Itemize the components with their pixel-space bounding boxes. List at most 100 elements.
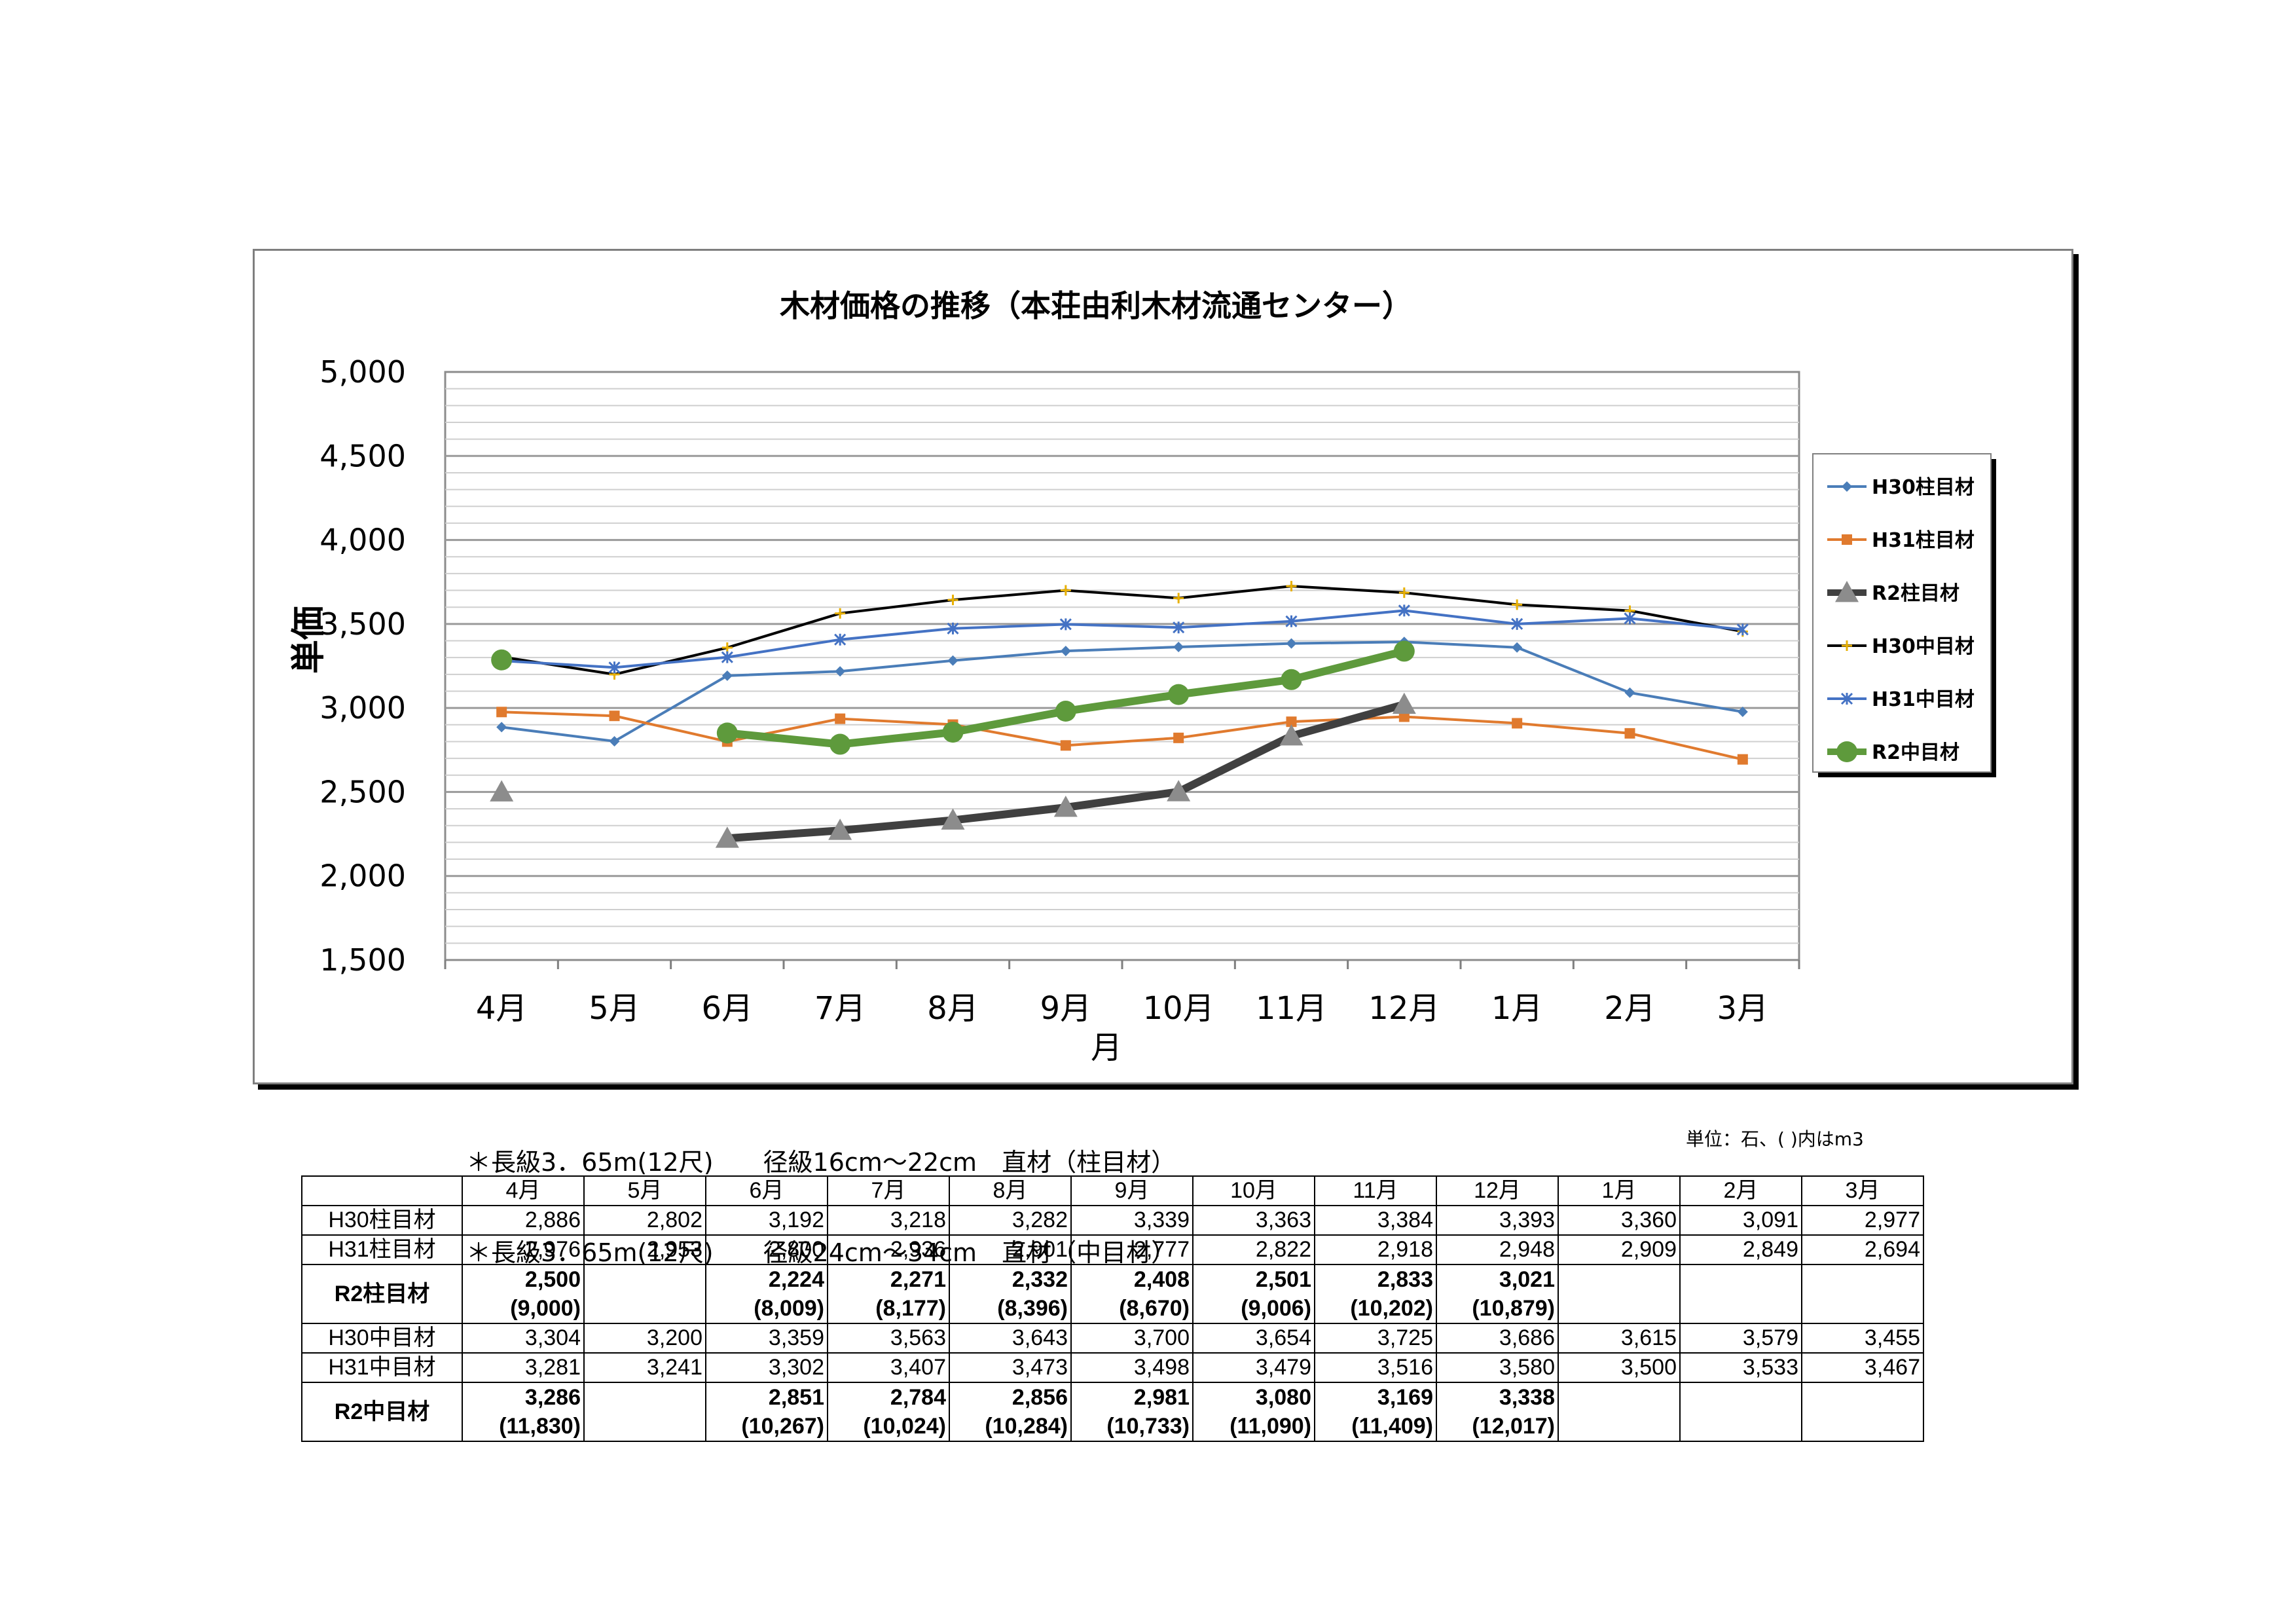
table-cell: 2,936 <box>827 1234 950 1265</box>
table-cell: 2,909 <box>1558 1234 1681 1265</box>
table-cell: 3,302 <box>705 1352 828 1383</box>
table-cell: 2,886 <box>462 1205 585 1236</box>
data-point <box>1059 618 1072 631</box>
table-cell <box>583 1382 706 1442</box>
x-tick-label: 8月 <box>927 990 979 1027</box>
y-axis-title: 単価 <box>289 606 329 674</box>
table-cell: 2,822 <box>1192 1234 1315 1265</box>
y-tick-label: 3,500 <box>319 606 406 642</box>
data-point <box>1173 593 1184 604</box>
table-cell-volume: (10,879) <box>1472 1296 1555 1321</box>
table-col-header: 1月 <box>1558 1175 1681 1206</box>
data-point <box>829 733 851 755</box>
legend-label: H30中目材 <box>1872 635 1975 658</box>
legend-marker <box>1836 741 1857 762</box>
data-point <box>947 622 959 635</box>
table-cell: 2,948 <box>1436 1234 1559 1265</box>
data-point <box>1512 599 1523 610</box>
data-point <box>609 710 620 722</box>
table-cell <box>1801 1382 1924 1442</box>
table-cell-value <box>1561 1383 1677 1412</box>
table-cell-value: 3,080 <box>1255 1385 1311 1410</box>
table-cell: 3,579 <box>1679 1323 1802 1354</box>
table-cell-value <box>1805 1383 1920 1412</box>
series-line <box>500 609 1744 669</box>
data-point <box>1285 615 1298 627</box>
table-cell-value: 2,851 <box>768 1385 824 1410</box>
table-col-header: 2月 <box>1679 1175 1802 1206</box>
table-cell-value: 2,500 <box>524 1267 581 1292</box>
table-cell: 2,976 <box>462 1234 585 1265</box>
table-cell-value <box>587 1383 702 1412</box>
table-cell <box>1558 1382 1681 1442</box>
price-table: 4月 5月 6月 7月 8月 9月 10月 11月 12月 1月 2月 3月 H30柱目材 2,886 2… <box>301 1175 1924 1442</box>
table-cell: 3,455 <box>1801 1323 1924 1354</box>
data-point <box>941 808 965 830</box>
chart-canvas: 木材価格の推移（本荘由利木材流通センター） 1,500 2,000 2,500 3,00… <box>289 288 1996 1066</box>
table-cell-volume <box>587 1412 702 1441</box>
data-point <box>716 722 738 744</box>
data-point <box>1512 718 1523 729</box>
table-cell: 3,516 <box>1314 1352 1437 1383</box>
table-cell-volume: (8,177) <box>875 1296 946 1321</box>
data-point <box>1286 638 1297 649</box>
x-tick-label: 10月 <box>1143 990 1214 1027</box>
legend-marker <box>1842 534 1852 545</box>
table-cell: 3,281 <box>462 1352 585 1383</box>
table-cell-value: 3,021 <box>1499 1267 1555 1292</box>
data-point <box>1511 618 1523 630</box>
table-cell: 2,953 <box>583 1234 706 1265</box>
table-cell-volume: (11,090) <box>1230 1414 1311 1439</box>
table-cell: 3,467 <box>1801 1352 1924 1383</box>
table-row: H30中目材 3,304 3,200 3,359 3,563 3,643 3,700 3,65… <box>301 1323 1924 1354</box>
table-cell-volume: (10,284) <box>985 1414 1068 1439</box>
table-cell-value <box>1683 1265 1798 1294</box>
table-row-label: H31柱目材 <box>301 1234 463 1265</box>
table-cell: 3,021 (10,879) <box>1436 1264 1559 1324</box>
table-cell-value <box>1683 1383 1798 1412</box>
x-tick-label: 11月 <box>1256 990 1327 1027</box>
x-tick-label: 4月 <box>476 990 528 1027</box>
y-tick-label: 4,500 <box>319 438 406 473</box>
data-point <box>1392 692 1416 714</box>
data-point <box>1624 728 1635 739</box>
table-cell: 3,359 <box>705 1323 828 1354</box>
table-row: H30柱目材 2,886 2,802 3,192 3,218 3,282 3,339 3,36… <box>301 1205 1924 1236</box>
data-point <box>947 595 958 606</box>
data-point <box>1624 612 1636 625</box>
x-tick-label: 3月 <box>1717 990 1769 1027</box>
data-point <box>1736 623 1749 636</box>
table-cell: 2,918 <box>1314 1234 1437 1265</box>
data-point <box>721 651 733 663</box>
data-point <box>947 655 958 666</box>
table-cell: 2,977 <box>1801 1205 1924 1236</box>
table-cell: 3,384 <box>1314 1205 1437 1236</box>
table-cell: 3,241 <box>583 1352 706 1383</box>
x-tick-label: 1月 <box>1491 990 1543 1027</box>
table-cell: 2,501 (9,006) <box>1192 1264 1315 1324</box>
table-cell-volume <box>1683 1412 1798 1441</box>
data-point <box>491 649 513 671</box>
legend-label: R2中目材 <box>1872 741 1959 764</box>
table-row: R2中目材 3,286 (11,830) 2,851 (10,267) 2,784 (10… <box>301 1382 1924 1442</box>
table-cell-value <box>1805 1265 1920 1294</box>
table-cell: 3,363 <box>1192 1205 1315 1236</box>
table-cell: 2,851 (10,267) <box>705 1382 828 1442</box>
chart-frame: 木材価格の推移（本荘由利木材流通センター） 1,500 2,000 2,500 3,00… <box>253 249 2073 1084</box>
table-col-header: 10月 <box>1192 1175 1315 1206</box>
table-cell-volume <box>1805 1294 1920 1323</box>
data-point <box>1512 642 1523 653</box>
table-cell-value <box>1561 1265 1677 1294</box>
table-cell: 2,224 (8,009) <box>705 1264 828 1324</box>
legend-marker <box>1842 481 1852 492</box>
note-line-1: ＊長級3．65m(12尺) 径級16cm～22cm 直材（柱目材） <box>466 1148 1176 1177</box>
table-row-label: H31中目材 <box>301 1352 463 1383</box>
x-tick-label: 12月 <box>1368 990 1440 1027</box>
table-cell: 3,304 <box>462 1323 585 1354</box>
table-cell: 3,700 <box>1070 1323 1194 1354</box>
series-line <box>500 640 1744 743</box>
table-cell-volume: (12,017) <box>1472 1414 1555 1439</box>
table-cell: 3,473 <box>949 1352 1072 1383</box>
legend-marker <box>1842 640 1852 651</box>
x-tick-label: 9月 <box>1040 990 1092 1027</box>
